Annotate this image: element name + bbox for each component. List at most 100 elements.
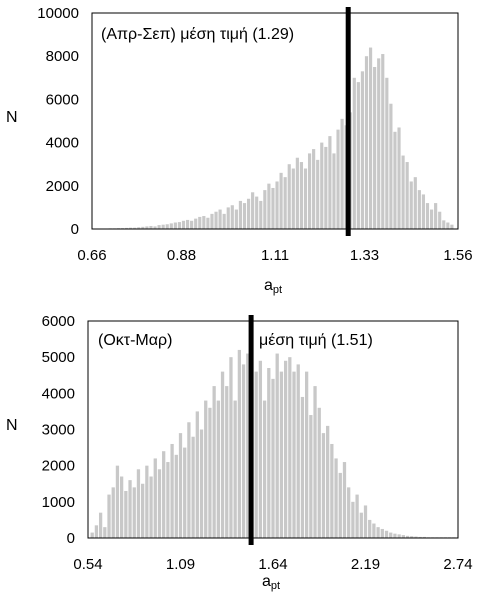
histogram-bar [129,227,133,229]
histogram-bar [170,443,174,538]
x-tick-label: 2.74 [443,556,472,573]
histogram-bar [107,494,111,538]
histogram-bar [275,353,279,538]
histogram-bar [279,371,284,538]
histogram-bar [98,512,103,538]
histogram-bar [165,224,169,229]
histogram-bar [401,155,405,229]
histogram-bar [145,465,149,538]
histogram-bar [326,425,330,538]
histogram-bar [153,226,157,229]
histogram-bar [347,487,351,538]
histogram-bar [328,136,332,229]
histogram-bar [246,353,250,538]
histogram-bar [133,227,137,229]
histogram-bar [307,153,312,229]
y-axis-label-bottom: N [6,417,18,434]
histogram-bar [210,213,214,229]
bars-top [100,47,454,230]
histogram-bar [351,501,355,538]
histogram-bar [199,429,204,538]
histogram-bar [389,532,393,538]
histogram-bar [149,225,153,229]
histogram-bar [368,519,372,538]
histogram-bar [377,58,381,229]
histogram-bar [385,77,389,229]
histogram-bar [202,216,206,229]
y-tick-label: 4000 [42,385,75,402]
histogram-bar [178,433,183,538]
histogram-bar [220,371,225,538]
histogram-bar [234,209,238,229]
x-tick-label: 1.11 [261,247,289,264]
x-axis-label-sub-bottom: pt [271,580,280,592]
histogram-bar [334,458,338,538]
histogram-bar [389,103,393,229]
histogram-bar [198,216,202,229]
histogram-bar [153,458,157,538]
y-tick-label: 3000 [42,422,75,439]
histogram-bar [372,523,376,538]
histogram-bar [338,472,342,538]
histogram-bar [173,222,177,229]
histogram-bar [237,349,241,538]
x-axis-label-main-top: a [264,277,273,294]
histogram-bar [206,217,210,229]
histogram-bar [292,371,296,538]
y-tick-label: 0 [71,221,79,238]
histogram-bar [409,181,413,229]
histogram-bar [212,386,216,538]
histogram-bar [425,203,430,229]
histogram-bar [242,203,247,229]
histogram-bar [230,205,234,229]
histogram-bar [141,226,145,229]
histogram-bar [324,146,328,229]
histogram-bar [181,220,186,229]
histogram-bar [111,487,115,538]
histogram-bar [246,198,251,229]
histogram-bar [446,222,450,229]
histogram-bar [271,378,275,538]
y-tick-label: 1000 [42,494,75,511]
histogram-bar [434,203,438,229]
histogram-bar [267,368,271,538]
histogram-bar [359,512,363,538]
histogram-bar [316,159,320,229]
x-tick-label: 1.33 [350,247,379,264]
x-tick-label: 1.56 [443,247,472,264]
histogram-bar [90,532,94,538]
histogram-bar [218,209,222,229]
y-tick-labels-bottom: 0 1000 2000 3000 4000 5000 6000 [42,313,75,547]
histogram-bar [320,142,324,229]
histogram-bar [262,400,267,538]
histogram-bar [183,447,187,538]
histogram-bar [414,536,418,538]
histogram-bar [279,172,283,229]
histogram-bar [291,168,295,229]
histogram-bar [216,400,220,538]
histogram-bar [214,211,218,229]
histogram-bar [438,211,442,229]
histogram-bar [204,400,208,538]
histogram-bar [124,490,128,538]
chart-top: N 0 2000 4000 6000 8000 10000 0.66 0.88 1.11 1.3… [6,5,473,296]
histogram-bar [254,371,258,538]
y-tick-label: 4000 [46,135,79,152]
histogram-bar [380,528,384,538]
histogram-bar [303,168,308,229]
chart-bottom: N 0 1000 2000 3000 4000 5000 6000 0.54 1.09 1.64… [6,313,473,592]
histogram-bar [166,462,170,538]
histogram-bar [187,422,191,538]
histogram-bar [321,433,326,538]
histogram-bar [195,411,199,538]
histogram-bar [141,483,145,538]
histogram-bar [300,396,305,538]
x-tick-label: 0.54 [73,556,102,573]
histogram-bar [177,222,182,229]
y-axis-label-top: N [6,109,18,126]
annotation-mean-bottom: μέση τιμή (1.51) [259,332,373,349]
histogram-bar [422,536,426,538]
histogram-bar [429,209,434,229]
annotation-period-bottom: (Οκτ-Μαρ) [98,332,172,349]
histogram-bar [233,400,237,538]
